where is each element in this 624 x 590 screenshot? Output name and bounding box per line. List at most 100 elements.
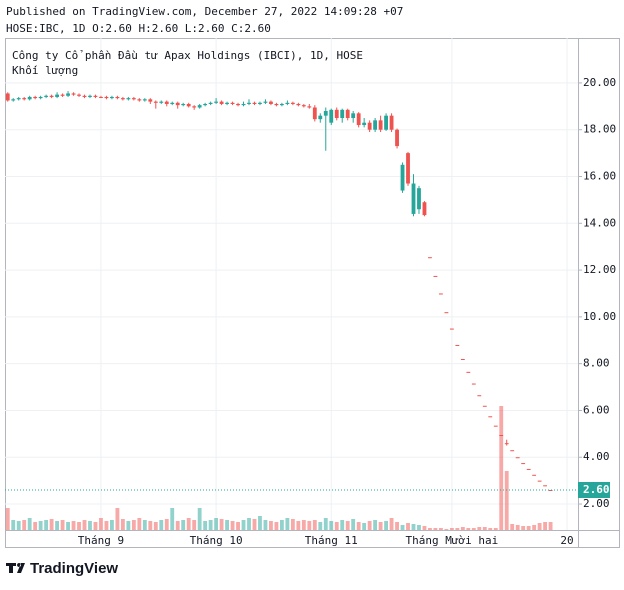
candle-body bbox=[373, 120, 378, 130]
volume-bar bbox=[543, 522, 548, 530]
candle-body bbox=[488, 416, 493, 418]
volume-bar bbox=[38, 521, 43, 530]
candle-body bbox=[175, 102, 180, 106]
volume-bar bbox=[356, 522, 361, 530]
candle-body bbox=[334, 109, 339, 119]
candle-body bbox=[406, 153, 410, 184]
candle-body bbox=[537, 480, 542, 482]
volume-bar bbox=[131, 520, 136, 530]
volume-bar bbox=[66, 522, 70, 530]
candle-body bbox=[477, 395, 482, 397]
x-tick-label: Tháng 9 bbox=[78, 534, 124, 547]
candle-body bbox=[11, 99, 16, 101]
candle-body bbox=[329, 109, 334, 123]
candle-body bbox=[499, 435, 504, 437]
volume-bar bbox=[181, 520, 186, 530]
candle-body bbox=[543, 485, 548, 487]
candle-body bbox=[241, 103, 246, 106]
candle-body bbox=[247, 102, 251, 104]
volume-bar bbox=[493, 528, 498, 530]
y-tick-label: 14.00 bbox=[583, 216, 616, 229]
volume-bar bbox=[444, 529, 449, 530]
candle-body bbox=[225, 102, 229, 104]
volume-bar bbox=[526, 526, 531, 530]
y-tick-label: 20.00 bbox=[583, 76, 616, 89]
candle-body bbox=[93, 95, 98, 97]
candle-body bbox=[214, 101, 219, 103]
candle-body bbox=[115, 96, 120, 99]
y-tick-label: 6.00 bbox=[583, 403, 610, 416]
candle-body bbox=[323, 110, 328, 116]
y-tick-label: 4.00 bbox=[583, 450, 610, 463]
volume-bar bbox=[203, 521, 208, 530]
candle-body bbox=[44, 95, 49, 97]
volume-bar bbox=[389, 518, 394, 530]
candle-body bbox=[312, 107, 317, 120]
volume-bar bbox=[27, 518, 32, 530]
volume-bar bbox=[345, 521, 350, 530]
y-tick-label: 18.00 bbox=[583, 123, 616, 136]
volume-bar bbox=[378, 522, 383, 530]
candle-body bbox=[411, 183, 416, 214]
candle-body bbox=[296, 103, 301, 106]
volume-bar bbox=[499, 406, 504, 530]
volume-bar bbox=[16, 521, 21, 530]
candle-body bbox=[49, 95, 54, 97]
candle-body bbox=[340, 109, 345, 119]
candle-body bbox=[71, 93, 76, 95]
volume-bar bbox=[99, 518, 103, 530]
volume-bar bbox=[142, 520, 147, 530]
candle-body bbox=[433, 275, 438, 277]
candle-body bbox=[532, 474, 537, 476]
volume-bar bbox=[164, 519, 169, 530]
candle-body bbox=[318, 115, 323, 120]
candle-body bbox=[219, 101, 224, 104]
volume-bar bbox=[329, 521, 334, 530]
candle-body bbox=[548, 489, 553, 491]
candle-body bbox=[263, 101, 268, 103]
volume-bar bbox=[170, 508, 175, 530]
candle-body bbox=[66, 93, 70, 96]
candle-body bbox=[367, 122, 372, 130]
candle-body bbox=[38, 96, 43, 99]
volume-bar bbox=[367, 521, 372, 530]
volume-bar bbox=[290, 519, 295, 530]
volume-bar bbox=[515, 525, 520, 530]
volume-bar bbox=[225, 520, 229, 530]
volume-bar bbox=[466, 528, 471, 530]
volume-bar bbox=[11, 520, 16, 530]
candle-body bbox=[444, 312, 449, 314]
candle-body bbox=[301, 105, 306, 107]
volume bbox=[5, 406, 553, 530]
candle-body bbox=[5, 93, 10, 101]
volume-bar bbox=[296, 521, 301, 530]
volume-bar bbox=[137, 518, 142, 530]
volume-bar bbox=[5, 508, 10, 530]
volume-bar bbox=[340, 520, 345, 530]
volume-bar bbox=[411, 524, 416, 530]
volume-bar bbox=[351, 519, 356, 530]
volume-bar bbox=[362, 523, 367, 530]
volume-bar bbox=[153, 522, 158, 530]
volume-bar bbox=[60, 520, 65, 530]
volume-bar bbox=[318, 522, 323, 530]
volume-bar bbox=[422, 526, 427, 530]
candle-body bbox=[159, 101, 164, 103]
candle-body bbox=[510, 450, 515, 452]
candle-body bbox=[181, 103, 186, 106]
candle-body bbox=[153, 101, 158, 103]
volume-bar bbox=[93, 522, 98, 530]
volume-bar bbox=[510, 524, 515, 530]
volume-bar bbox=[433, 528, 438, 530]
volume-bar bbox=[438, 528, 443, 530]
volume-bar bbox=[247, 518, 251, 530]
candles bbox=[5, 91, 553, 491]
volume-bar bbox=[477, 527, 482, 530]
grid bbox=[5, 38, 578, 530]
volume-bar bbox=[126, 521, 131, 530]
candle-body bbox=[126, 98, 131, 100]
volume-bar bbox=[504, 471, 509, 530]
frame bbox=[5, 38, 620, 548]
candle-body bbox=[203, 103, 208, 106]
x-tick-label: 20 bbox=[560, 534, 573, 547]
